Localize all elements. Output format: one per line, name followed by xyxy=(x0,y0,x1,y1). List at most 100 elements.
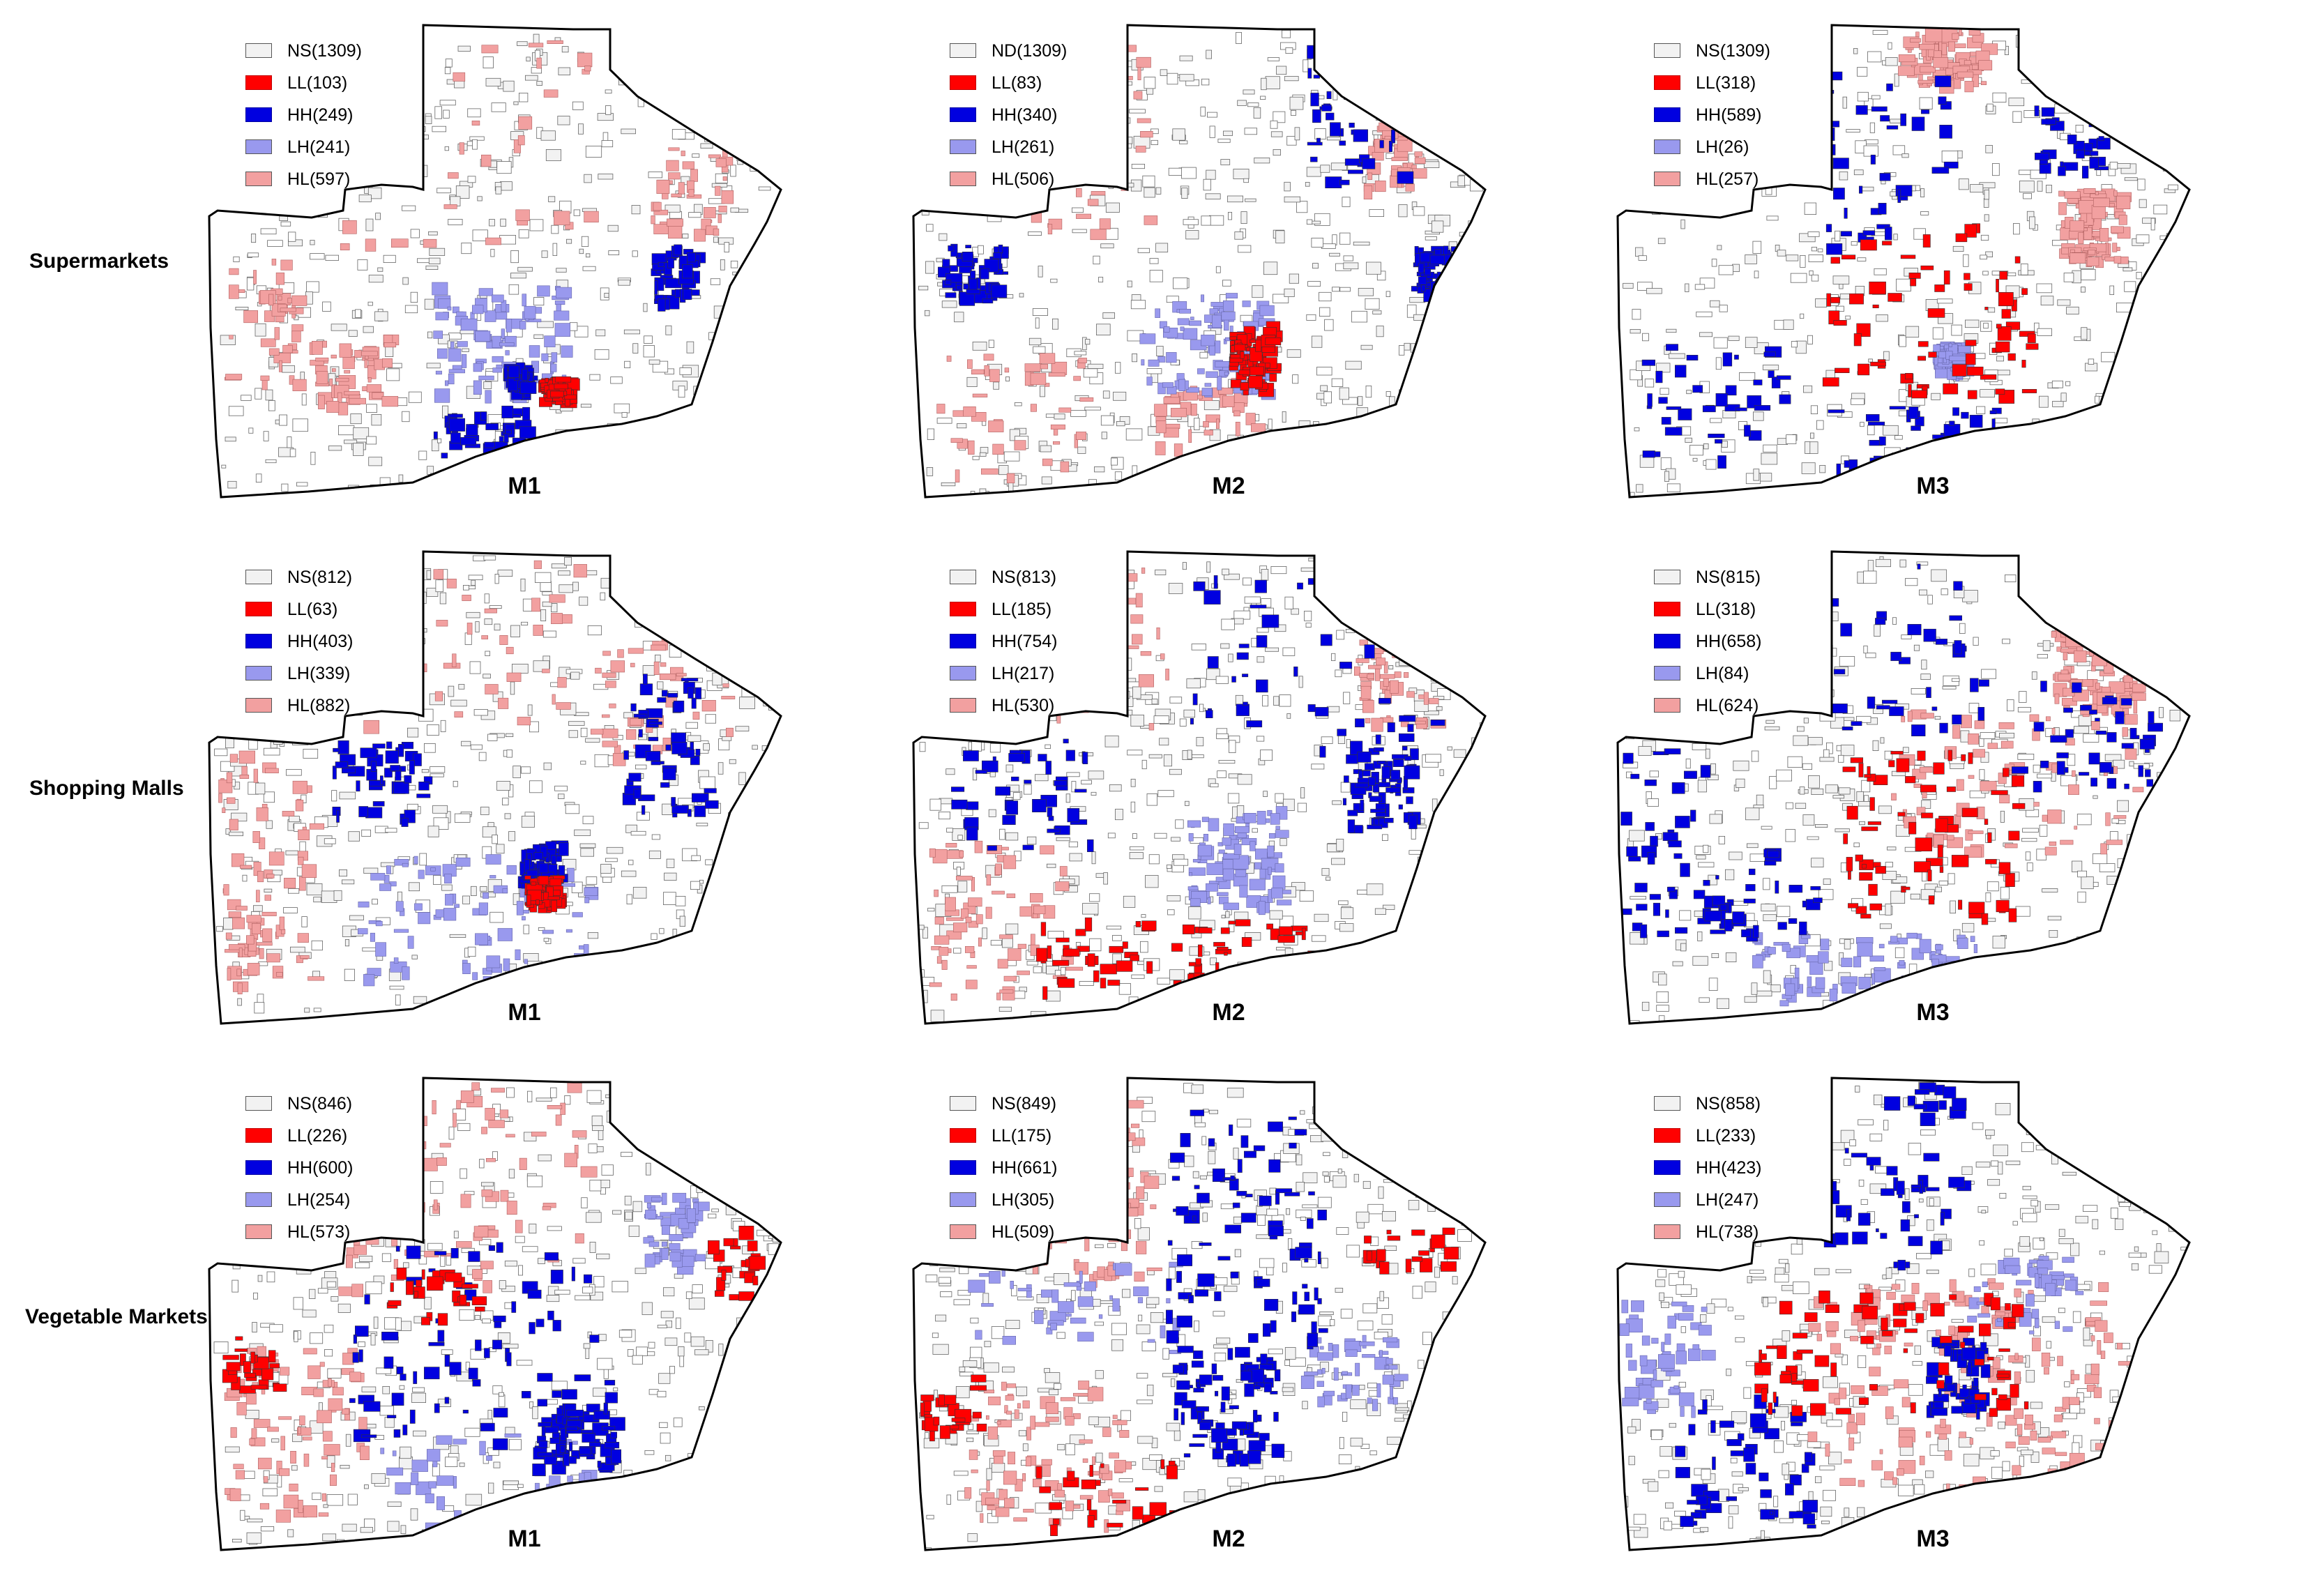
parcel-ns xyxy=(408,882,420,892)
parcel-hh xyxy=(2034,105,2040,116)
parcel-hl xyxy=(2070,252,2086,264)
parcel-hh xyxy=(671,742,688,754)
parcel-ns xyxy=(238,56,248,70)
parcel-hh xyxy=(558,865,565,876)
parcel-ns xyxy=(946,768,955,775)
parcel-hh xyxy=(963,750,979,761)
parcel-hh xyxy=(1443,290,1458,298)
parcel-ns xyxy=(1216,733,1229,739)
parcel-lh xyxy=(1180,326,1185,331)
parcel-ns xyxy=(2083,482,2093,493)
parcel-hh xyxy=(1708,433,1725,439)
parcel-hl xyxy=(965,945,975,953)
parcel-ns xyxy=(1291,882,1305,891)
parcel-hh xyxy=(1448,275,1464,282)
parcel-ns xyxy=(1206,561,1211,573)
parcel-ns xyxy=(1795,340,1807,354)
parcel-ns xyxy=(1225,911,1230,918)
parcel-ns xyxy=(777,708,781,712)
parcel-hl xyxy=(1073,152,1078,165)
parcel-hh xyxy=(956,284,962,290)
parcel-ns xyxy=(1383,975,1399,985)
parcel-ns xyxy=(1450,910,1462,920)
parcel-ns xyxy=(1807,38,1823,50)
parcel-ns xyxy=(430,773,444,777)
parcel-ns xyxy=(1851,241,1858,246)
parcel-hh xyxy=(519,426,536,439)
parcel-ns xyxy=(1344,570,1362,575)
parcel-ns xyxy=(1297,803,1307,812)
parcel-ns xyxy=(1085,339,1091,345)
parcel-ns xyxy=(758,485,764,496)
parcel-ns xyxy=(1460,921,1468,927)
parcel-ll xyxy=(1872,304,1879,309)
parcel-hh xyxy=(360,747,377,759)
parcel-ns xyxy=(406,691,420,704)
parcel-hl xyxy=(1390,680,1399,694)
parcel-ns xyxy=(1419,875,1425,887)
parcel-hl xyxy=(1918,74,1923,86)
parcel-ns xyxy=(1090,630,1107,644)
parcel-ns xyxy=(510,273,526,279)
parcel-lh xyxy=(1216,892,1229,896)
parcel-ns xyxy=(674,570,682,583)
parcel-ns xyxy=(918,658,923,668)
parcel-ns xyxy=(1480,394,1485,403)
parcel-hl xyxy=(372,681,381,687)
parcel-ns xyxy=(605,858,618,862)
parcel-hh xyxy=(982,298,994,304)
parcel-ns xyxy=(1106,925,1122,929)
parcel-ns xyxy=(743,276,761,281)
parcel-hl xyxy=(1374,181,1386,192)
parcel-ns xyxy=(686,341,694,354)
parcel-ll xyxy=(1943,383,1959,395)
parcel-ns xyxy=(756,258,764,266)
parcel-ns xyxy=(1464,964,1478,973)
parcel-ns xyxy=(738,278,746,282)
parcel-ns xyxy=(1227,195,1244,203)
parcel-ns xyxy=(1482,685,1485,696)
parcel-hh xyxy=(1444,268,1454,272)
parcel-hl xyxy=(259,948,264,959)
parcel-ll xyxy=(1922,234,1931,248)
parcel-hh xyxy=(1424,268,1432,276)
parcel-ns xyxy=(529,780,542,793)
parcel-lh xyxy=(492,335,501,349)
parcel-hl xyxy=(1947,41,1955,52)
parcel-ll xyxy=(1849,293,1864,305)
parcel-hh xyxy=(665,744,671,751)
parcel-hl xyxy=(1061,79,1077,92)
parcel-ns xyxy=(1144,187,1155,198)
parcel-ns xyxy=(739,697,755,709)
parcel-ns xyxy=(277,37,285,45)
parcel-hh xyxy=(1878,202,1887,215)
parcel-hh xyxy=(1390,129,1395,144)
parcel-hh xyxy=(1402,745,1408,751)
parcel-ns xyxy=(2088,358,2095,365)
parcel-ns xyxy=(1447,746,1452,751)
parcel-ns xyxy=(667,480,673,492)
parcel-ns xyxy=(662,979,669,984)
parcel-ns xyxy=(946,828,953,833)
parcel-ns xyxy=(271,654,285,663)
parcel-ns xyxy=(1038,266,1043,278)
parcel-hl xyxy=(929,982,942,987)
parcel-ns xyxy=(703,65,708,72)
parcel-hl xyxy=(246,915,261,923)
parcel-hl xyxy=(1160,653,1165,660)
parcel-ns xyxy=(255,323,266,337)
parcel-ns xyxy=(729,992,738,1005)
parcel-ns xyxy=(605,89,612,94)
parcel-hl xyxy=(1008,948,1022,961)
parcel-ns xyxy=(670,462,680,466)
parcel-ns xyxy=(2141,386,2155,393)
parcel-ll xyxy=(1269,373,1277,382)
parcel-ns xyxy=(759,251,766,261)
parcel-ns xyxy=(1319,307,1330,317)
parcel-hl xyxy=(1203,430,1213,436)
parcel-hl xyxy=(551,613,563,625)
parcel-hh xyxy=(1086,839,1094,853)
parcel-ns xyxy=(1685,437,1692,443)
parcel-ns xyxy=(475,621,480,632)
parcel-hh xyxy=(2000,454,2012,459)
